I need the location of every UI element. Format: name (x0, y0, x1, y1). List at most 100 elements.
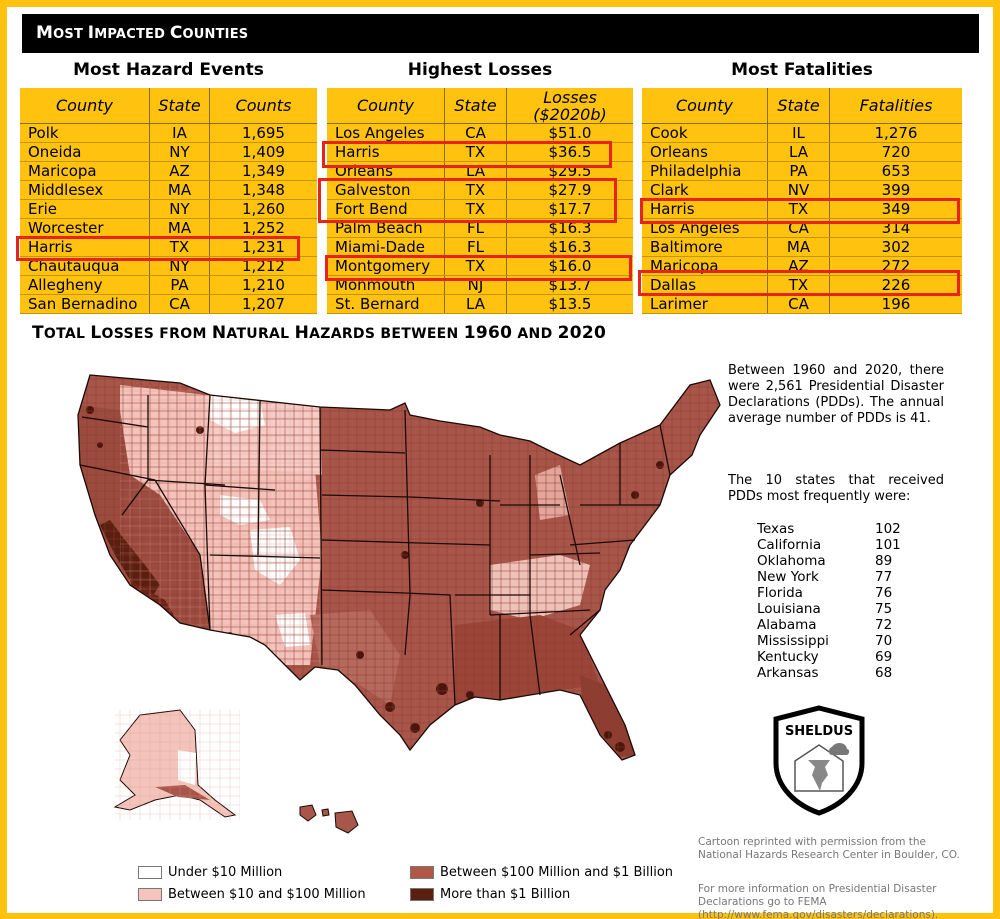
column-header: State (150, 88, 210, 123)
legend-swatch (138, 888, 162, 901)
table-row: Allegheny PA 1,210 (20, 276, 317, 295)
cartoon-credit: Cartoon reprinted with permission from t… (698, 836, 960, 861)
state-name: Kentucky (757, 649, 819, 665)
legend-swatch (410, 866, 434, 879)
cell-state: TX (768, 200, 830, 218)
state-count: 89 (875, 553, 893, 569)
highlight-harris-losses (322, 141, 612, 168)
cell-value: 1,210 (242, 276, 285, 294)
pdd-paragraph: Between 1960 and 2020, there were 2,561 … (728, 363, 944, 426)
table-row: Larimer CA 196 (642, 295, 962, 314)
hazard-table-title: Most Hazard Events (73, 60, 264, 80)
cell-state: NY (150, 200, 210, 218)
cell-county: Cook (642, 124, 768, 142)
highlight-galveston-fortbend (318, 178, 617, 223)
table-row: Cook IL 1,276 (642, 124, 962, 143)
highlight-dallas (638, 270, 960, 296)
fatalities-table: County State Fatalities Cook IL 1,276 Orleans L… (642, 88, 962, 314)
cell-value: 720 (881, 143, 911, 161)
cell-state: LA (445, 295, 507, 313)
state-count: 101 (875, 537, 901, 553)
top-states-intro: The 10 states that received PDDs most fr… (728, 473, 944, 504)
cell-county: Maricopa (20, 162, 150, 180)
table-row: Polk IA 1,695 (20, 124, 317, 143)
cell-state: TX (445, 257, 507, 275)
table-row: Oneida NY 1,409 (20, 143, 317, 162)
cell-state: NY (150, 257, 210, 275)
column-header: Fatalities (859, 96, 933, 115)
cell-state: IA (150, 124, 210, 142)
cell-county: Allegheny (20, 276, 150, 294)
cell-county: Los Angeles (327, 124, 445, 142)
cell-county: Miami-Dade (327, 238, 445, 256)
state-row: Oklahoma 89 (757, 553, 901, 569)
cell-state: FL (445, 219, 507, 237)
top-states-list: Texas 102 California 101 Oklahoma 89 New York 7… (757, 521, 901, 681)
us-losses-map (77, 374, 721, 834)
state-row: Mississippi 70 (757, 633, 901, 649)
cell-value: $27.9 (548, 181, 592, 199)
table-header: County State Fatalities (642, 88, 962, 124)
state-row: Texas 102 (757, 521, 901, 537)
cell-value: 1,207 (242, 295, 285, 313)
cell-value: $17.7 (548, 200, 592, 218)
state-count: 68 (875, 665, 893, 681)
cell-value: $36.5 (548, 143, 592, 161)
cell-state: CA (768, 295, 830, 313)
cell-value: 653 (881, 162, 911, 180)
cell-state: CA (150, 295, 210, 313)
column-header: State (445, 88, 507, 123)
column-header: Counts (235, 96, 292, 115)
table-row: Orleans LA 720 (642, 143, 962, 162)
cell-value: $16.3 (548, 219, 592, 237)
table-header: County State Counts (20, 88, 317, 124)
cell-county: Orleans (642, 143, 768, 161)
state-row: Florida 76 (757, 585, 901, 601)
cell-county: Larimer (642, 295, 768, 313)
cell-value: 1,252 (242, 219, 285, 237)
cell-county: Philadelphia (642, 162, 768, 180)
state-count: 70 (875, 633, 893, 649)
cell-value: 1,349 (242, 162, 285, 180)
cell-value: 1,276 (874, 124, 918, 142)
column-header: Losses ($2020b) (533, 87, 607, 124)
cell-county: Galveston (327, 181, 445, 199)
table-row: Harris TX 349 (642, 200, 962, 219)
map-title: TOTAL LOSSES FROM NATURAL HAZARDS BETWEE… (32, 323, 607, 343)
legend-swatch (138, 866, 162, 879)
table-row: Harris TX $36.5 (327, 143, 633, 162)
table-row: Galveston TX $27.9 (327, 181, 633, 200)
table-row: Middlesex MA 1,348 (20, 181, 317, 200)
table-row: St. Bernard LA $13.5 (327, 295, 633, 314)
legend-swatch (410, 888, 434, 901)
cell-state: NV (768, 181, 830, 199)
table-row: Maricopa AZ 1,349 (20, 162, 317, 181)
table-row: Harris TX 1,231 (20, 238, 317, 257)
state-name: California (757, 537, 822, 553)
state-name: Oklahoma (757, 553, 826, 569)
state-count: 75 (875, 601, 893, 617)
cell-county: Middlesex (20, 181, 150, 199)
cell-state: MA (768, 238, 830, 256)
state-row: California 101 (757, 537, 901, 553)
cell-county: Worcester (20, 219, 150, 237)
column-header: County (20, 88, 150, 123)
cell-state: PA (768, 162, 830, 180)
cell-state: FL (445, 238, 507, 256)
table-row: Baltimore MA 302 (642, 238, 962, 257)
column-header: State (768, 88, 830, 123)
cell-value: 399 (881, 181, 911, 199)
legend-label: Between $10 and $100 Million (168, 887, 366, 902)
cell-state: IL (768, 124, 830, 142)
cell-state: TX (445, 143, 507, 161)
cell-state: TX (445, 181, 507, 199)
table-row: Worcester MA 1,252 (20, 219, 317, 238)
state-count: 72 (875, 617, 893, 633)
cell-county: San Bernadino (20, 295, 150, 313)
alaska-shape (113, 709, 240, 820)
table-header: County State Losses ($2020b) (327, 88, 633, 124)
hazard-events-table: County State Counts Polk IA 1,695 Oneida NY 1,40… (20, 88, 317, 314)
cell-county: Dallas (642, 276, 768, 294)
cell-county: Palm Beach (327, 219, 445, 237)
